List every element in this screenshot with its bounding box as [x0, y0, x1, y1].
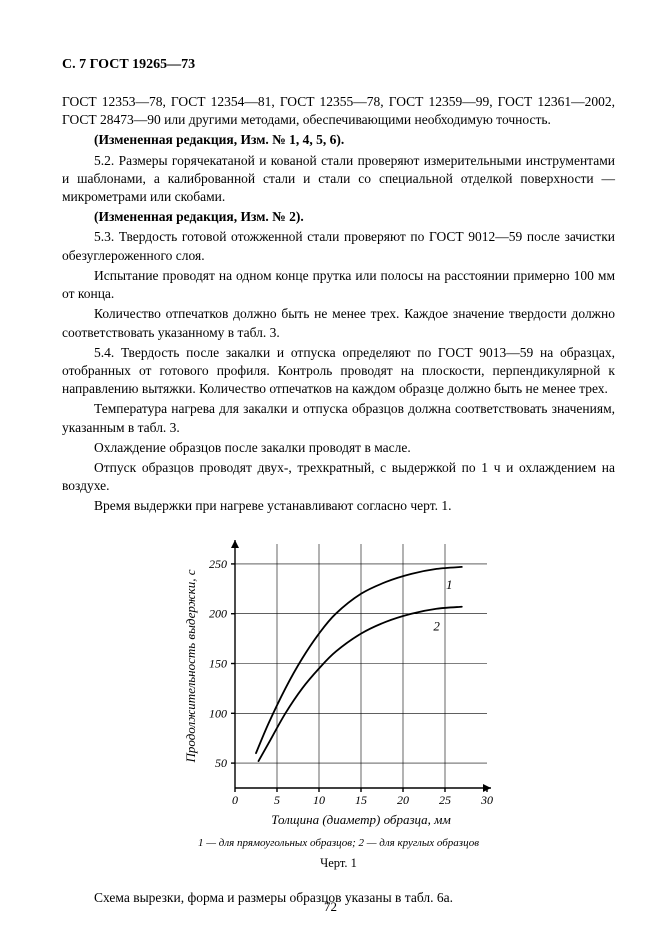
svg-text:30: 30 [480, 793, 493, 807]
page-header: С. 7 ГОСТ 19265—73 [62, 56, 615, 75]
svg-text:25: 25 [439, 793, 451, 807]
svg-text:1: 1 [445, 577, 452, 592]
paragraph: 5.2. Размеры горячекатаной и кованой ста… [62, 152, 615, 207]
svg-text:200: 200 [209, 606, 227, 620]
page-number: 72 [0, 898, 661, 916]
chart-label: Черт. 1 [62, 855, 615, 872]
paragraph: Время выдержки при нагреве устанавливают… [62, 497, 615, 515]
paragraph: ГОСТ 12353—78, ГОСТ 12354—81, ГОСТ 12355… [62, 93, 615, 129]
paragraph: Количество отпечатков должно быть не мен… [62, 305, 615, 341]
paragraph-edition: (Измененная редакция, Изм. № 1, 4, 5, 6)… [62, 131, 615, 149]
svg-text:5: 5 [274, 793, 280, 807]
chart: 0 5 10 15 20 25 30 50 100 150 200 250 Толщина (диаме… [179, 530, 499, 830]
page: С. 7 ГОСТ 19265—73 ГОСТ 12353—78, ГОСТ 1… [0, 0, 661, 940]
paragraph-edition: (Измененная редакция, Изм. № 2). [62, 208, 615, 226]
svg-text:Продолжительность выдержки, с: Продолжительность выдержки, с [183, 569, 198, 763]
svg-text:2: 2 [433, 618, 440, 633]
svg-text:10: 10 [313, 793, 325, 807]
svg-text:100: 100 [209, 706, 227, 720]
svg-text:150: 150 [209, 656, 227, 670]
chart-legend-text: 1 — для прямоугольных образцов; 2 — для … [62, 836, 615, 851]
svg-text:250: 250 [209, 557, 227, 571]
svg-text:Толщина (диаметр) образца, мм: Толщина (диаметр) образца, мм [271, 812, 451, 827]
chart-legend-span: 1 — для прямоугольных образцов; 2 — для … [198, 837, 479, 849]
paragraph: Отпуск образцов проводят двух-, трехкрат… [62, 459, 615, 495]
svg-text:15: 15 [355, 793, 367, 807]
paragraph: Испытание проводят на одном конце прутка… [62, 267, 615, 303]
paragraph: Температура нагрева для закалки и отпуск… [62, 400, 615, 436]
svg-text:0: 0 [232, 793, 238, 807]
paragraph: Охлаждение образцов после закалки провод… [62, 439, 615, 457]
chart-container: 0 5 10 15 20 25 30 50 100 150 200 250 Толщина (диаме… [62, 530, 615, 830]
paragraph: 5.3. Твердость готовой отожженной стали … [62, 228, 615, 264]
paragraph: 5.4. Твердость после закалки и отпуска о… [62, 344, 615, 399]
svg-text:50: 50 [215, 756, 227, 770]
svg-text:20: 20 [397, 793, 409, 807]
